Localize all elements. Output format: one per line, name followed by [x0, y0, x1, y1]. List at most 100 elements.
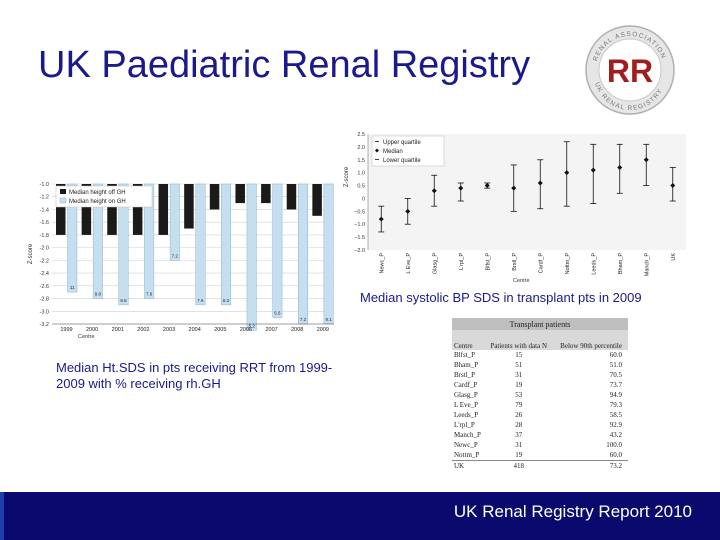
bp-median-point — [431, 188, 437, 194]
bp-xtick-label: Cardf_P — [538, 253, 544, 274]
bar-ytick-label: -3.0 — [40, 309, 49, 315]
bar-data-label: 7.6 — [146, 292, 153, 297]
bp-xtick-label: Newc_P — [379, 253, 385, 274]
bp-sds-quartile-chart: 2.5 2.0 1.5 1.0 0.5 0 −0.5 −1.0 −1.5 −2.0 Z-score N… — [344, 132, 686, 284]
col-header-percentile: Below 90th percentile — [551, 330, 628, 350]
footer-bar — [0, 492, 720, 540]
table-cell-percentile: 58.5 — [609, 411, 622, 419]
bar-off-gh — [81, 184, 92, 235]
bp-ytick-label: −2.0 — [354, 248, 365, 254]
table-row: Nottm_P 19 60.0 — [452, 450, 628, 461]
bp-legend-marker — [375, 148, 379, 153]
table-row: Brstl_P 31 70.5 — [452, 370, 628, 380]
bar-on-gh — [67, 183, 78, 293]
bp-median-point — [537, 180, 543, 186]
table-cell-centre: UK — [452, 460, 486, 471]
bar-ytick-label: -2.4 — [40, 271, 49, 277]
table-cell-percentile: 43.2 — [609, 431, 622, 439]
bar-data-label: 9.8 — [95, 292, 102, 297]
bp-median-point — [405, 208, 411, 214]
bar-ytick-label: -1.2 — [40, 195, 49, 201]
bp-median-point — [590, 167, 596, 173]
bp-median-point — [670, 183, 676, 189]
col-header-centre: Centre — [452, 330, 486, 350]
table-cell-patients: 28 — [515, 421, 523, 429]
table-cell-centre: Manch_P — [454, 431, 481, 439]
bar-off-gh — [184, 184, 194, 229]
bar-legend-swatch-off — [60, 189, 66, 194]
table-cell-percentile: 60.0 — [609, 351, 622, 359]
table-cell-percentile: 92.9 — [609, 421, 622, 429]
table-cell-patients: 26 — [515, 411, 523, 419]
bp-ytick-label: −1.0 — [354, 222, 365, 228]
bp-chart-caption: Median systolic BP SDS in transplant pts… — [360, 290, 642, 305]
table-cell-patients: 79 — [515, 401, 523, 409]
table-cell-patients: 418 — [485, 460, 552, 471]
table-cell-centre: L'rpl_P — [454, 421, 475, 429]
bar-xtick-label: 2009 — [317, 327, 329, 333]
bar-off-gh — [286, 184, 297, 210]
table-row: Glasg_P 53 94.9 — [452, 390, 628, 400]
table-cell-percentile: 51.0 — [609, 361, 622, 369]
renal-registry-logo: RENAL ASSOCIATION UK RENAL REGISTRY RR — [585, 25, 675, 115]
bp-xtick-label: Leeds_P — [591, 253, 597, 275]
table-cell-centre: Newc_P — [454, 441, 478, 449]
bar-xtick-label: 2008 — [291, 327, 303, 333]
bp-xtick-label: L'rpl_P — [459, 253, 465, 270]
bar-off-gh — [312, 184, 322, 216]
bp-xtick-label: Glasg_P — [432, 253, 438, 274]
table-cell-percentile: 60.0 — [609, 451, 622, 459]
bar-xtick-label: 2004 — [189, 327, 201, 333]
bar-ytick-label: -1.4 — [40, 207, 49, 213]
bp-ytick-label: 0 — [362, 196, 365, 202]
bp-median-point — [643, 157, 649, 163]
bar-xtick-label: 2003 — [163, 327, 175, 333]
bp-ytick-label: 2.0 — [357, 145, 365, 151]
transplant-patients-table: Transplant patients Centre Patients with… — [452, 318, 628, 471]
bar-off-gh — [158, 184, 169, 235]
bp-legend: Upper quartile Median Lower quartile — [371, 135, 445, 167]
table-row: Manch_P 37 43.2 — [452, 430, 628, 440]
bp-ytick-label: 0.5 — [357, 184, 365, 190]
table-row: Newc_P 31 100.0 — [452, 440, 628, 450]
bp-ytick-label: 2.5 — [357, 132, 365, 138]
bp-xtick-label: Blfst_P — [485, 253, 491, 271]
table-row: Bham_P 51 51.0 — [452, 360, 628, 370]
bp-xtick-label: Brstl_P — [512, 253, 518, 271]
bar-data-label: 7.2 — [172, 253, 179, 258]
table-row: Blfst_P 15 60.0 — [452, 350, 628, 360]
bar-data-label: 5.5 — [274, 311, 281, 316]
table-cell-patients: 19 — [515, 381, 523, 389]
bar-xtick-label: 2006 — [240, 327, 252, 333]
bar-on-gh — [92, 183, 103, 299]
table-cell-patients: 31 — [515, 371, 523, 379]
bp-median-point — [484, 183, 490, 189]
bar-on-gh — [246, 183, 257, 331]
table-cell-centre: Glasg_P — [454, 391, 478, 399]
bar-off-gh — [56, 184, 66, 235]
table-cell-centre: Leeds_P — [454, 411, 479, 419]
bar-on-gh — [118, 183, 129, 306]
table-group-title: Transplant patients — [452, 318, 628, 330]
table-cell-patients: 51 — [515, 361, 523, 369]
bp-legend-label: Median — [383, 149, 403, 155]
bar-ytick-label: -2.2 — [40, 258, 49, 264]
table-cell-centre: Nottm_P — [454, 451, 480, 459]
bar-on-gh — [169, 183, 180, 261]
table-cell-centre: L Eve_P — [454, 401, 479, 409]
bar-data-label: 9.1 — [325, 317, 332, 322]
bar-ytick-label: -2.6 — [40, 284, 49, 290]
bar-ytick-label: -3.2 — [40, 322, 49, 328]
bp-xtick-label: Nottm_P — [565, 253, 571, 275]
table-cell-centre: Blfst_P — [454, 351, 476, 359]
table-cell-centre: Bham_P — [454, 361, 479, 369]
bar-off-gh — [132, 184, 143, 235]
table-cell-patients: 37 — [515, 431, 523, 439]
bar-data-label: 7.6 — [197, 298, 204, 303]
table-cell-percentile: 73.7 — [609, 381, 622, 389]
bp-median-point — [378, 216, 384, 222]
bar-legend-label-on: Median height on GH — [69, 199, 126, 205]
table-row: L Eve_P 79 79.3 — [452, 400, 628, 410]
bp-y-axis-label: Z-score — [344, 166, 350, 187]
bp-median-point — [511, 185, 517, 191]
